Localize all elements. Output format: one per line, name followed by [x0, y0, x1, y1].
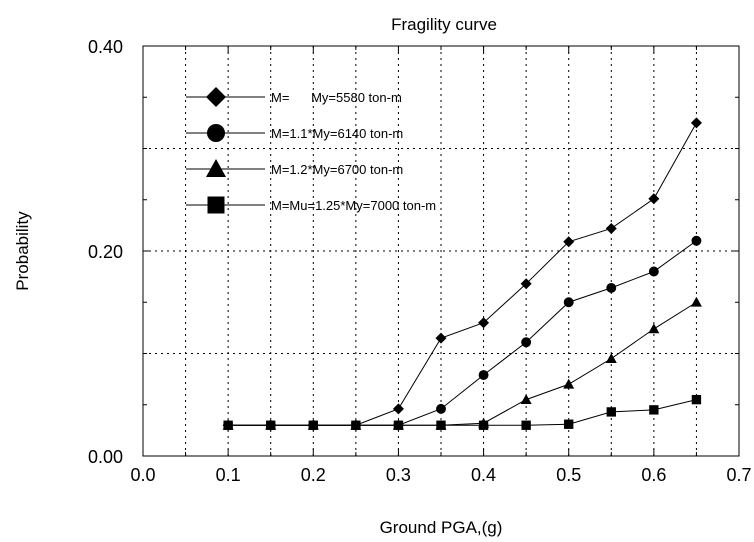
data-point-circle: [606, 282, 617, 293]
data-point-triangle: [563, 378, 575, 389]
data-point-triangle: [605, 353, 617, 364]
data-point-square: [649, 405, 659, 415]
data-point-diamond: [392, 403, 404, 415]
data-point-triangle: [690, 296, 702, 307]
series-square: [223, 394, 702, 430]
data-point-diamond: [648, 193, 660, 205]
data-point-circle: [648, 266, 659, 277]
data-point-square: [266, 420, 276, 430]
legend-entry: M= My=5580 ton-m: [186, 87, 402, 107]
legend-marker-diamond: [206, 87, 226, 107]
data-point-circle: [563, 297, 574, 308]
x-tick-label: 0.2: [301, 465, 326, 485]
data-point-circle: [521, 337, 532, 348]
legend-label: M=1.2*My=6700 ton-m: [271, 162, 403, 177]
data-point-square: [393, 420, 404, 430]
x-axis-title: Ground PGA,(g): [380, 518, 503, 537]
legend-marker-circle: [207, 124, 225, 142]
series-circle: [223, 235, 702, 431]
y-axis-title: Probability: [13, 211, 32, 291]
legend-marker-triangle: [206, 159, 226, 177]
y-tick-label: 0.40: [88, 37, 123, 57]
axis-ticks: [142, 45, 740, 457]
data-point-square: [478, 420, 489, 430]
x-tick-label: 0.0: [130, 465, 155, 485]
series-line: [228, 399, 697, 426]
data-point-square: [691, 394, 702, 405]
series-line: [228, 240, 697, 426]
series-triangle: [222, 296, 702, 430]
data-point-circle: [436, 403, 446, 414]
x-tick-label: 0.6: [641, 465, 666, 485]
y-tick-labels: 0.00 0.20 0.40: [88, 37, 123, 467]
legend-label: M= My=5580 ton-m: [271, 90, 402, 105]
data-point-square: [223, 420, 233, 430]
data-point-diamond: [563, 236, 575, 248]
data-point-square: [351, 420, 361, 430]
legend-marker-square: [207, 196, 225, 214]
legend: M= My=5580 ton-m M=1.1*My=6140 ton-m M=1.2…: [186, 87, 436, 214]
data-point-diamond: [605, 222, 617, 234]
x-tick-label: 0.3: [386, 465, 411, 485]
data-point-circle: [478, 370, 489, 380]
legend-entry: M=1.2*My=6700 ton-m: [186, 159, 403, 177]
x-tick-label: 0.5: [556, 465, 581, 485]
data-point-triangle: [648, 323, 660, 334]
data-point-square: [606, 407, 616, 417]
x-tick-label: 0.7: [726, 465, 751, 485]
legend-label: M=1.1*My=6140 ton-m: [271, 126, 403, 141]
data-point-diamond: [520, 278, 532, 290]
data-point-square: [521, 420, 531, 430]
data-point-square: [308, 420, 318, 430]
x-tick-label: 0.1: [216, 465, 241, 485]
data-point-square: [564, 419, 574, 429]
x-tick-label: 0.4: [471, 465, 496, 485]
series-line: [228, 301, 697, 426]
legend-label: M=Mu=1.25*My=7000 ton-m: [271, 198, 436, 213]
data-point-circle: [691, 235, 702, 246]
series-layer: [222, 117, 702, 431]
data-point-diamond: [690, 117, 702, 129]
legend-entry: M=Mu=1.25*My=7000 ton-m: [186, 196, 436, 214]
y-tick-label: 0.00: [88, 447, 123, 467]
y-tick-label: 0.20: [88, 242, 123, 262]
x-tick-labels: 0.0 0.1 0.2 0.3 0.4 0.5 0.6 0.7: [130, 465, 751, 485]
chart-title: Fragility curve: [391, 15, 497, 34]
grid: [143, 46, 739, 456]
data-point-diamond: [435, 332, 447, 344]
legend-entry: M=1.1*My=6140 ton-m: [186, 124, 403, 142]
data-point-diamond: [478, 317, 490, 329]
data-point-triangle: [520, 394, 532, 405]
data-point-square: [436, 420, 446, 430]
